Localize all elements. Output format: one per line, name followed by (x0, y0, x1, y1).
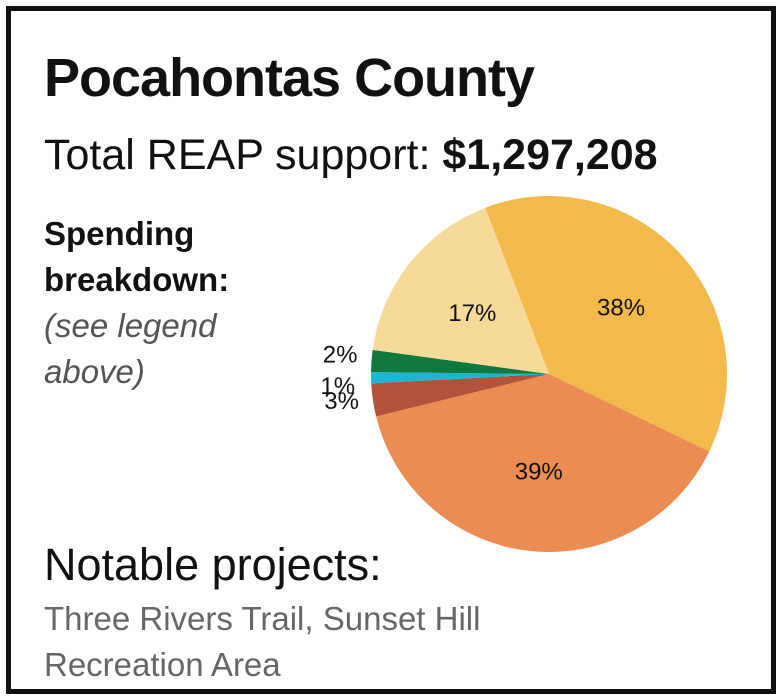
pie-slice-2pct (371, 349, 549, 374)
pie-slice-label: 3% (324, 388, 359, 415)
pie-slice-label: 1% (320, 373, 355, 400)
pie-chart-svg: 38% 39% 3%1% 2% 17% (320, 196, 727, 552)
breakdown-note-line1: (see legend (44, 307, 217, 344)
spending-breakdown: Spending breakdown: (see legend above) (44, 211, 264, 395)
total-support: Total REAP support: $1,297,208 (44, 131, 658, 180)
pie-slice-39pct (376, 374, 710, 552)
pie-chart: 38% 39% 3% 1% 2% 17% (311, 191, 751, 571)
total-support-amount: $1,297,208 (442, 131, 658, 179)
pie-slice-38pct (485, 196, 727, 452)
pie-slice-17pct (372, 207, 549, 374)
pie-slice-label: 39% (515, 458, 563, 485)
pie-slice-3pct (371, 374, 549, 417)
breakdown-note-line2: above) (44, 353, 145, 390)
notable-projects-heading: Notable projects: (44, 539, 382, 590)
county-title: Pocahontas County (44, 48, 535, 108)
pie-slice-label: 17% (448, 300, 496, 327)
total-support-label: Total REAP support: (44, 131, 431, 179)
breakdown-heading-line2: breakdown: (44, 261, 230, 298)
pie-slice-1pct (371, 372, 549, 384)
pie-slice-label: 2% (323, 342, 358, 369)
county-card: Pocahontas County Total REAP support: $1… (6, 6, 776, 694)
pie-slice-label: 38% (597, 295, 645, 322)
breakdown-heading-line1: Spending (44, 215, 195, 252)
notable-projects-list: Three Rivers Trail, Sunset Hill Recreati… (44, 600, 481, 683)
